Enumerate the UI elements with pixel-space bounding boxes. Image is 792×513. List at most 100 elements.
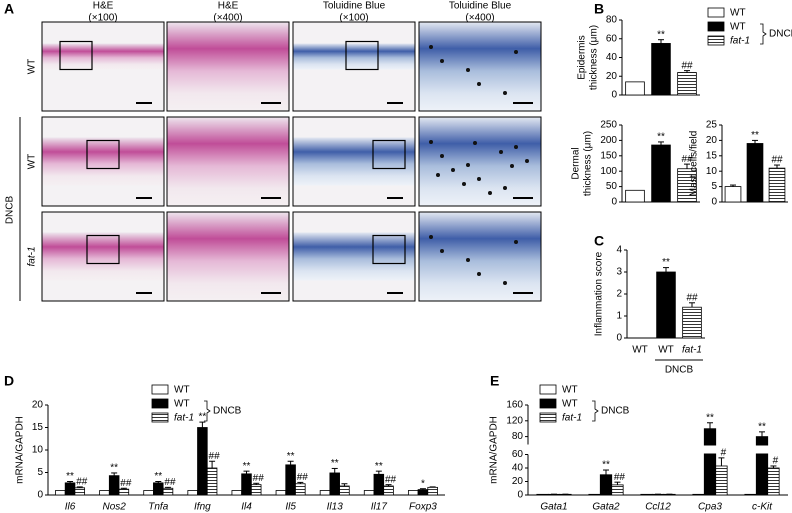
legend-swatch: [151, 398, 169, 409]
mast-cell: [466, 68, 470, 72]
significance: **: [331, 458, 339, 469]
bar: [692, 493, 705, 496]
bar: [108, 475, 120, 496]
legend-bracket: [592, 400, 599, 422]
significance: ##: [164, 477, 176, 488]
bar: [625, 189, 645, 203]
y-axis-label: thickness (μm): [583, 131, 594, 196]
bar: [319, 490, 331, 496]
y-tick-label: 50: [606, 181, 618, 192]
significance: ##: [209, 451, 221, 462]
bar: [640, 493, 653, 496]
significance: **: [751, 130, 759, 141]
bar: [724, 186, 742, 203]
bar: [677, 72, 697, 96]
bar: [651, 43, 671, 96]
significance: **: [154, 471, 162, 482]
bar: [250, 484, 262, 496]
zoom-box: [345, 40, 379, 71]
mast-cell: [466, 163, 470, 167]
tissue: [167, 117, 289, 206]
bar: [599, 474, 613, 496]
legend-swatch: [151, 384, 169, 395]
panel-label: A: [4, 1, 14, 17]
micrograph-frame: [418, 116, 542, 207]
bar: [611, 484, 624, 496]
significance: **: [243, 461, 251, 472]
tissue: [293, 232, 415, 281]
tissue: [167, 212, 289, 301]
tissue: [419, 117, 541, 206]
x-tick-label: WT: [632, 345, 648, 356]
mast-cell: [514, 50, 518, 54]
mast-cell: [436, 173, 440, 177]
significance: **: [602, 460, 610, 471]
y-tick-label: 80: [606, 15, 618, 26]
tissue: [293, 137, 415, 186]
zoom-box: [86, 139, 120, 170]
y-tick-label: 0: [517, 490, 523, 501]
legend-bracket: [204, 400, 211, 422]
x-tick-label: Il5: [285, 502, 296, 513]
bar: [682, 306, 702, 339]
legend-label: WT: [562, 399, 578, 410]
bar: [206, 467, 218, 496]
x-tick-label: fat-1: [682, 345, 702, 356]
tissue: [293, 43, 415, 70]
significance: ##: [681, 60, 693, 71]
significance: ##: [686, 292, 698, 303]
significance: **: [662, 257, 670, 268]
y-tick-label: 60: [512, 449, 524, 460]
x-tick-label: Nos2: [102, 502, 126, 513]
bar: [55, 490, 66, 496]
x-tick-label: Il6: [65, 502, 76, 513]
micrograph-frame: [41, 211, 165, 302]
y-axis-label: thickness (μm): [589, 25, 600, 90]
tissue: [42, 43, 164, 70]
tissue: [419, 22, 541, 111]
mast-cell: [499, 150, 503, 154]
mast-cell: [473, 141, 477, 145]
y-tick-label: 0: [611, 197, 617, 208]
bar: [363, 490, 375, 496]
bar: [197, 427, 208, 496]
tissue: [42, 137, 164, 186]
micrograph-frame: [166, 211, 290, 302]
y-tick-label: 1: [616, 311, 622, 322]
y-tick-label: 0: [611, 90, 617, 101]
micrograph-frame: [166, 21, 290, 112]
y-axis-label: Dermal: [571, 147, 582, 179]
y-tick-label: 15: [706, 150, 718, 161]
significance: **: [657, 29, 665, 40]
significance: **: [758, 422, 766, 433]
bar: [162, 487, 174, 496]
x-tick-label: Il4: [241, 502, 252, 513]
y-tick-label: 80: [512, 431, 524, 442]
y-tick-label: 100: [600, 166, 617, 177]
mast-cell: [440, 154, 444, 158]
bar: [651, 144, 671, 203]
bar: [241, 473, 252, 496]
panel-label: B: [594, 1, 604, 17]
significance: ##: [297, 472, 309, 483]
bar: [295, 483, 306, 496]
bar: [746, 143, 764, 203]
legend-group: DNCB: [601, 406, 630, 417]
mast-cell: [462, 182, 466, 186]
significance: **: [375, 461, 383, 472]
significance: **: [198, 412, 206, 423]
mast-cell: [440, 59, 444, 63]
bar: [625, 81, 645, 96]
mast-cell: [451, 168, 455, 172]
y-tick-label: 20: [606, 71, 618, 82]
legend-group: DNCB: [213, 406, 242, 417]
legend-label: fat-1: [562, 413, 582, 424]
panel-label: E: [490, 373, 499, 389]
legend-label: WT: [562, 385, 578, 396]
legend-label: WT: [730, 8, 746, 19]
bar: [588, 493, 601, 496]
bar: [373, 473, 385, 496]
micrograph-frame: [292, 211, 416, 302]
micrograph-frame: [166, 116, 290, 207]
significance: ##: [385, 474, 397, 485]
